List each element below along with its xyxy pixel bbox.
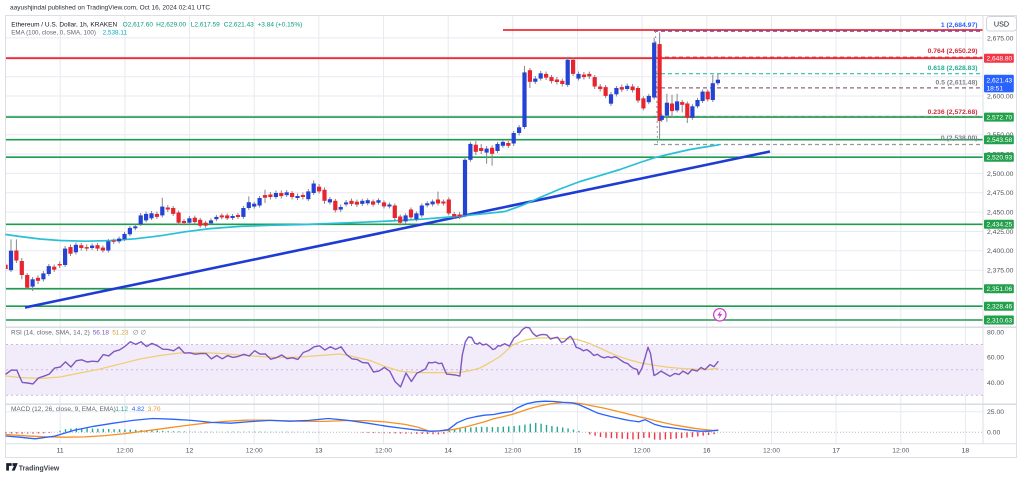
svg-text:2,538.11: 2,538.11	[103, 30, 128, 37]
svg-text:Ethereum / U.S. Dollar, 1h, KR: Ethereum / U.S. Dollar, 1h, KRAKEN	[11, 22, 117, 29]
svg-text:C2,621.43: C2,621.43	[224, 22, 254, 29]
svg-text:2,600.00: 2,600.00	[987, 93, 1014, 100]
svg-text:12:00: 12:00	[504, 447, 521, 454]
svg-text:EMA (100, close, 0, SMA, 100): EMA (100, close, 0, SMA, 100)	[11, 30, 96, 37]
svg-text:11: 11	[57, 447, 64, 454]
svg-text:2,572.70: 2,572.70	[987, 115, 1013, 122]
svg-text:0.00: 0.00	[987, 430, 1000, 437]
svg-text:80.00: 80.00	[987, 329, 1004, 336]
svg-text:1 (2,684.97): 1 (2,684.97)	[941, 22, 978, 29]
svg-text:12:00: 12:00	[892, 447, 909, 454]
svg-text:56.18: 56.18	[93, 329, 110, 336]
svg-text:40.00: 40.00	[987, 380, 1004, 387]
svg-text:12:00: 12:00	[763, 447, 780, 454]
svg-text:L2,617.59: L2,617.59	[191, 22, 220, 29]
svg-text:3.70: 3.70	[148, 406, 161, 413]
svg-text:1.12: 1.12	[115, 406, 128, 413]
svg-text:0.5 (2,611.48): 0.5 (2,611.48)	[936, 79, 978, 86]
svg-text:18: 18	[962, 447, 970, 454]
svg-text:RSI (14, close, SMA, 14, 2): RSI (14, close, SMA, 14, 2)	[11, 329, 90, 336]
svg-text:2,310.63: 2,310.63	[987, 317, 1013, 324]
svg-text:15: 15	[574, 447, 582, 454]
svg-text:2,543.58: 2,543.58	[987, 137, 1013, 144]
svg-text:25.00: 25.00	[987, 409, 1004, 416]
svg-text:2,328.46: 2,328.46	[987, 304, 1013, 311]
svg-text:51.23: 51.23	[112, 329, 129, 336]
svg-text:2,434.25: 2,434.25	[987, 222, 1013, 229]
svg-text:2,500.00: 2,500.00	[987, 171, 1014, 178]
svg-text:12:00: 12:00	[116, 447, 133, 454]
svg-text:60.00: 60.00	[987, 355, 1004, 362]
svg-text:18:51: 18:51	[987, 86, 1004, 93]
svg-text:2,400.00: 2,400.00	[987, 248, 1014, 255]
svg-text:2,621.43: 2,621.43	[987, 78, 1013, 85]
svg-text:12:00: 12:00	[375, 447, 392, 454]
svg-text:16: 16	[703, 447, 711, 454]
svg-text:∅ ∅: ∅ ∅	[133, 329, 146, 336]
svg-text:2,475.00: 2,475.00	[987, 190, 1014, 197]
svg-text:2,450.00: 2,450.00	[987, 210, 1014, 217]
svg-text:0.236 (2,572.68): 0.236 (2,572.68)	[928, 109, 978, 116]
svg-text:4.82: 4.82	[132, 406, 145, 413]
svg-text:2,425.00: 2,425.00	[987, 229, 1014, 236]
svg-text:O2,617.60: O2,617.60	[123, 22, 154, 29]
svg-text:14: 14	[444, 447, 452, 454]
svg-text:12: 12	[186, 447, 194, 454]
svg-text:17: 17	[832, 447, 840, 454]
svg-text:0 (2,538.00): 0 (2,538.00)	[941, 135, 978, 142]
svg-text:12:00: 12:00	[634, 447, 651, 454]
svg-text:0.618 (2,628.83): 0.618 (2,628.83)	[928, 65, 978, 72]
svg-text:+3.84 (+0.15%): +3.84 (+0.15%)	[258, 22, 303, 29]
svg-text:TradingView: TradingView	[19, 465, 60, 472]
svg-text:2,675.00: 2,675.00	[987, 35, 1014, 42]
svg-text:2,351.06: 2,351.06	[987, 286, 1013, 293]
svg-text:2,648.80: 2,648.80	[987, 56, 1013, 63]
svg-text:0.764 (2,650.29): 0.764 (2,650.29)	[928, 48, 978, 55]
svg-text:2,375.00: 2,375.00	[987, 268, 1014, 275]
svg-text:13: 13	[315, 447, 323, 454]
svg-text:2,520.93: 2,520.93	[987, 155, 1013, 162]
svg-text:MACD (12, 26, close, 9, EMA, E: MACD (12, 26, close, 9, EMA, EMA)	[11, 406, 116, 413]
svg-text:12:00: 12:00	[246, 447, 263, 454]
svg-text:H2,629.00: H2,629.00	[156, 22, 186, 29]
svg-text:aayushjindal published on Trad: aayushjindal published on TradingView.co…	[10, 5, 210, 12]
svg-text:USD: USD	[994, 19, 1009, 28]
